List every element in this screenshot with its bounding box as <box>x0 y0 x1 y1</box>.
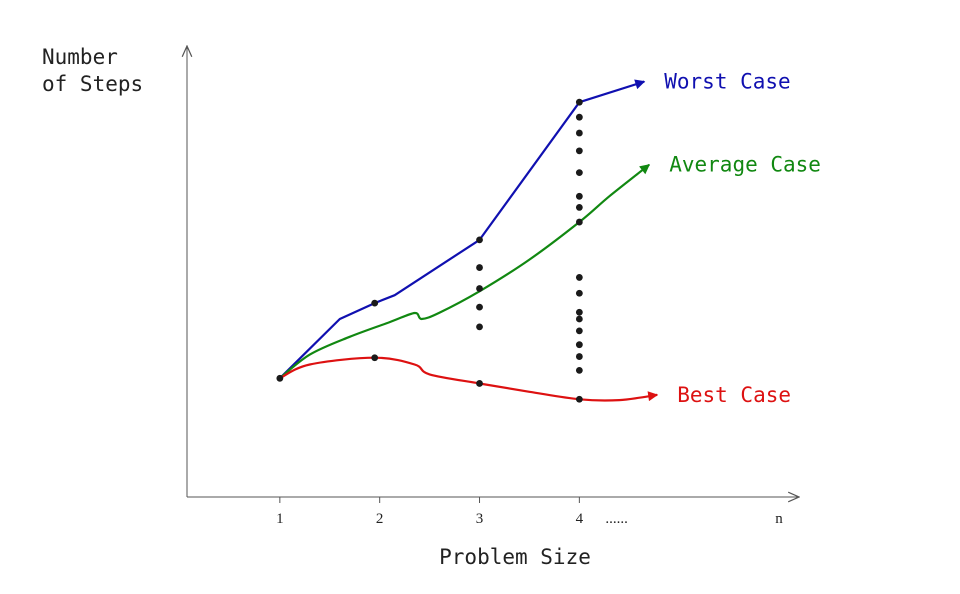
data-point <box>575 192 583 200</box>
x-tick-label-4: 4 <box>576 511 584 527</box>
series-label-best-case: Best Case <box>677 383 791 407</box>
data-point <box>575 169 583 176</box>
series-label-worst-case: Worst Case <box>664 70 790 94</box>
data-point <box>476 236 483 244</box>
series-line-worst-case <box>279 79 646 380</box>
data-point <box>476 285 483 292</box>
series-line-best-case <box>279 356 659 402</box>
data-point <box>575 204 583 211</box>
data-point <box>575 98 583 106</box>
data-point <box>371 354 379 362</box>
x-axis-ellipsis: ...... <box>605 511 628 527</box>
x-tick-label-n: n <box>775 511 783 527</box>
x-tick-label-1: 1 <box>276 511 284 527</box>
data-point <box>476 264 483 271</box>
data-point <box>575 353 583 360</box>
data-point <box>575 274 583 281</box>
data-point <box>575 367 583 374</box>
data-point <box>575 308 583 316</box>
data-point <box>575 289 583 297</box>
data-point <box>476 323 483 331</box>
x-tick-label-3: 3 <box>476 511 484 527</box>
data-point <box>575 113 583 121</box>
data-point <box>575 218 583 226</box>
data-point <box>276 374 284 382</box>
data-point <box>575 395 583 403</box>
data-point <box>575 129 583 137</box>
data-point <box>575 315 583 323</box>
data-point <box>476 380 483 387</box>
data-point <box>575 147 583 155</box>
data-point <box>476 303 483 311</box>
x-tick-label-2: 2 <box>376 511 384 527</box>
data-point <box>575 341 583 349</box>
x-axis-label: Problem Size <box>439 545 591 569</box>
y-axis-label-line-2: of Steps <box>42 72 143 96</box>
data-point <box>575 327 583 335</box>
data-point <box>371 299 379 307</box>
y-axis-label-line-1: Number <box>42 45 118 69</box>
series-line-average-case <box>279 163 650 380</box>
series-label-average-case: Average Case <box>669 153 821 177</box>
